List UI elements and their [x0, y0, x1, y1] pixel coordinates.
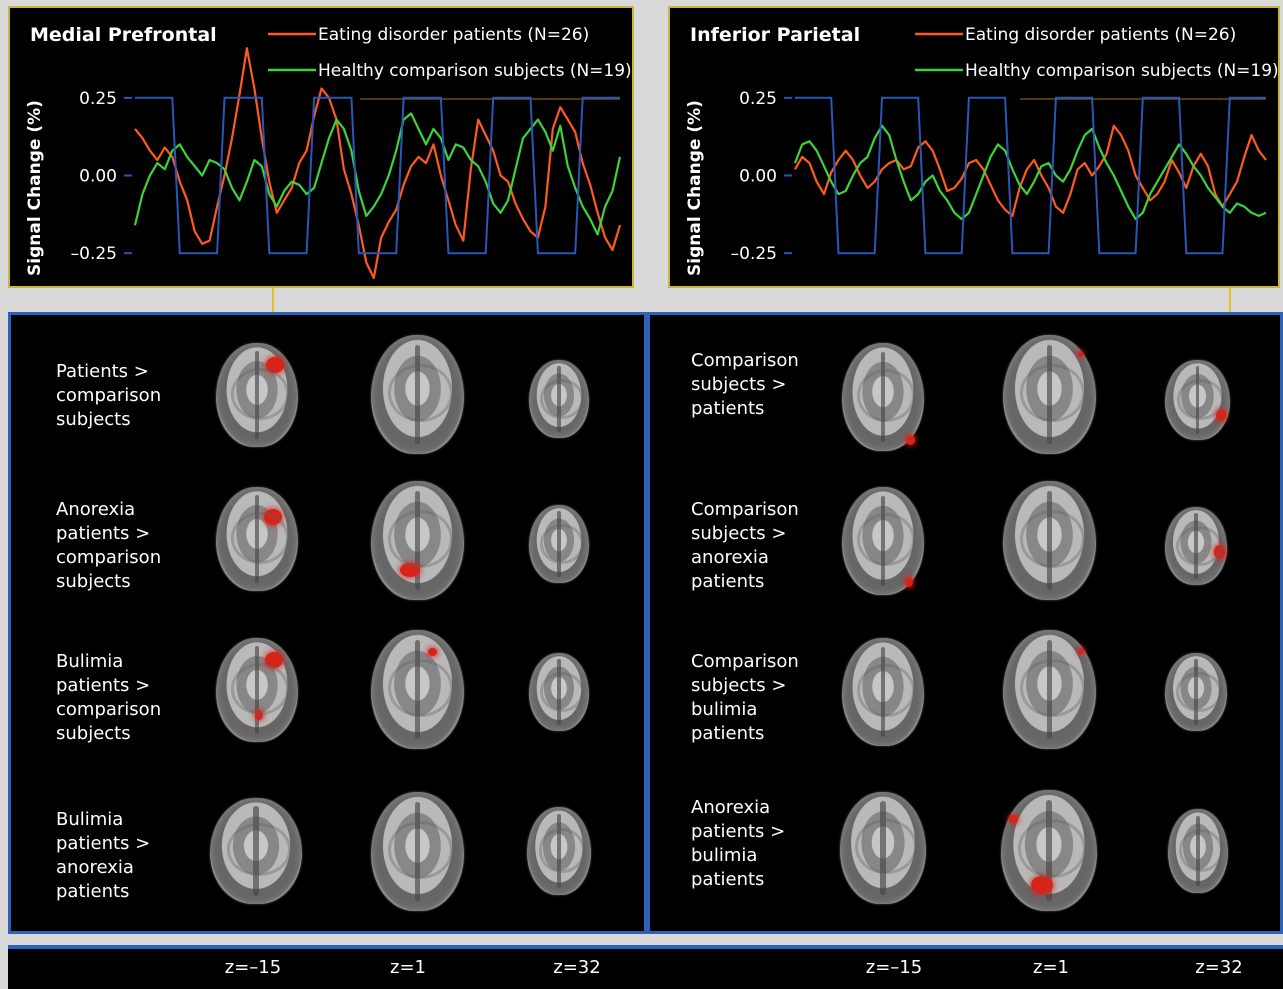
activation-blob	[1078, 648, 1084, 654]
y-tick-label: 0.25	[79, 89, 117, 109]
right-label-2: Comparison subjects > anorexia patients	[691, 499, 799, 592]
legend-label: Healthy comparison subjects (N=19)	[318, 61, 632, 81]
brain-slice	[210, 798, 302, 904]
activation-blob	[1078, 351, 1083, 357]
activation-blob	[255, 710, 263, 720]
z-label: z=–15	[865, 957, 923, 978]
brain-slice	[216, 487, 298, 591]
y-tick-label: 0.00	[79, 167, 117, 187]
brain-slice	[1001, 790, 1097, 911]
brain-slice	[371, 335, 464, 454]
activation-blob	[906, 435, 915, 445]
medial-prefrontal-chart-svg: Medial Prefrontal Signal Change (%) 0.25 0.…	[25, 24, 632, 280]
series-line	[793, 124, 1267, 221]
z-label: z=1	[390, 957, 426, 978]
y-tick-label: 0.25	[739, 89, 777, 109]
series-line	[134, 47, 622, 280]
brain-slice	[1168, 809, 1228, 893]
z-label: z=–15	[224, 957, 282, 978]
activation-blob	[264, 509, 282, 525]
brain-slice	[842, 343, 924, 451]
z-label: z=32	[553, 957, 601, 978]
inferior-parietal-chart-svg: Inferior Parietal Signal Change (%) 0.25 0.…	[685, 24, 1278, 276]
right-brain-panel: Comparison subjects > patients Compariso…	[647, 312, 1283, 934]
legend-label: Eating disorder patients (N=26)	[965, 25, 1236, 45]
brain-slice	[216, 343, 298, 447]
left-label-2: Anorexia patients > comparison subjects	[56, 499, 162, 592]
y-axis-label: Signal Change (%)	[685, 100, 705, 276]
right-label-1: Comparison subjects > patients	[691, 350, 799, 419]
right-label-4: Anorexia patients > bulimia patients	[691, 797, 786, 890]
z-label: z=1	[1033, 957, 1069, 978]
brain-slice	[529, 653, 589, 731]
activation-blob	[1009, 815, 1018, 823]
medial-prefrontal-arrow-line	[272, 288, 274, 332]
brain-slice	[527, 807, 591, 895]
series-line	[133, 112, 622, 236]
chart-title: Medial Prefrontal	[30, 24, 217, 46]
series-line	[794, 124, 1267, 217]
y-tick-label: 0.00	[739, 167, 777, 187]
brain-slice	[842, 487, 924, 595]
y-axis-label: Signal Change (%)	[25, 100, 45, 276]
activation-blob	[1214, 545, 1225, 559]
brain-slice	[1003, 335, 1096, 454]
activation-blob	[428, 648, 437, 656]
brain-slice	[529, 360, 589, 438]
stimulus-block-line	[795, 96, 1266, 255]
z-axis-strip	[8, 945, 1283, 989]
left-label-1: Patients > comparison subjects	[56, 361, 162, 430]
activation-blob	[265, 652, 283, 668]
brain-slice	[371, 630, 464, 749]
brain-slice	[1165, 653, 1227, 731]
y-tick-label: –0.25	[71, 244, 117, 264]
brain-slice	[840, 792, 926, 904]
right-label-3: Comparison subjects > bulimia patients	[691, 651, 799, 744]
activation-blob	[905, 577, 913, 587]
brain-slice	[1165, 507, 1227, 585]
legend-label: Healthy comparison subjects (N=19)	[965, 61, 1278, 81]
legend-label: Eating disorder patients (N=26)	[318, 25, 589, 45]
inferior-parietal-chart: Inferior Parietal Signal Change (%) 0.25 0.…	[668, 6, 1280, 288]
brain-slice	[371, 481, 464, 600]
stimulus-block-line	[135, 96, 620, 255]
brain-slice	[529, 505, 589, 583]
brain-slice	[1003, 481, 1096, 600]
activation-blob	[1216, 409, 1226, 421]
brain-slice	[371, 792, 464, 911]
activation-blob	[400, 563, 420, 577]
y-tick-label: –0.25	[731, 244, 777, 264]
brain-slice	[842, 638, 924, 746]
brain-slice	[1165, 360, 1230, 440]
left-brain-panel: Patients > comparison subjects Anorexia …	[8, 312, 647, 934]
left-label-3: Bulimia patients > comparison subjects	[56, 651, 162, 744]
medial-prefrontal-chart: Medial Prefrontal Signal Change (%) 0.25 0.…	[8, 6, 634, 288]
left-label-4: Bulimia patients > anorexia patients	[56, 809, 151, 902]
chart-title: Inferior Parietal	[690, 24, 860, 46]
z-label: z=32	[1195, 957, 1243, 978]
activation-blob	[266, 357, 284, 373]
activation-blob	[1031, 876, 1053, 894]
brain-slice	[1003, 630, 1096, 749]
brain-slice	[216, 638, 298, 742]
